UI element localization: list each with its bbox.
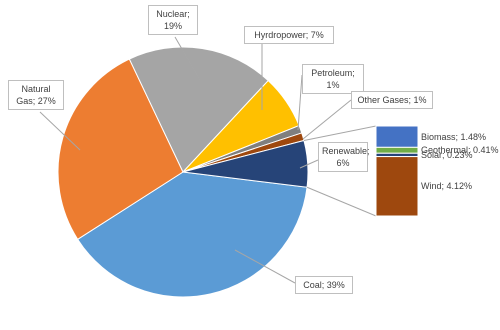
slice-label: Other Gases; 1%	[351, 91, 433, 109]
bar-label: Biomass; 1.48%	[421, 131, 487, 142]
connector-line	[303, 125, 377, 141]
slice-label: Nuclear; 19%	[148, 5, 198, 35]
leader-line	[234, 249, 296, 284]
slice-label: Hyrdropower; 7%	[244, 26, 334, 44]
leader-line	[174, 36, 201, 81]
slice-label: Natural Gas; 27%	[8, 80, 64, 110]
leader-line	[39, 111, 81, 151]
bar-label: Wind; 4.12%	[421, 181, 473, 192]
pie-slice	[128, 46, 269, 173]
bar-segment	[375, 125, 419, 148]
leader-line	[299, 159, 319, 169]
bar-label: Geothermal; 0.41%	[421, 145, 499, 156]
connector-line	[306, 186, 377, 217]
pie-slice	[57, 58, 184, 241]
bar-segment	[375, 156, 419, 217]
leader-line	[302, 99, 352, 140]
leader-line	[297, 74, 303, 131]
slice-label: Coal; 39%	[295, 276, 353, 294]
bar-segment	[375, 146, 419, 154]
bar-label: Solar; 0.23%	[421, 149, 473, 160]
slice-label: Renewable; 6%	[318, 142, 370, 172]
slice-label: Petroleum; 1%	[302, 64, 364, 94]
